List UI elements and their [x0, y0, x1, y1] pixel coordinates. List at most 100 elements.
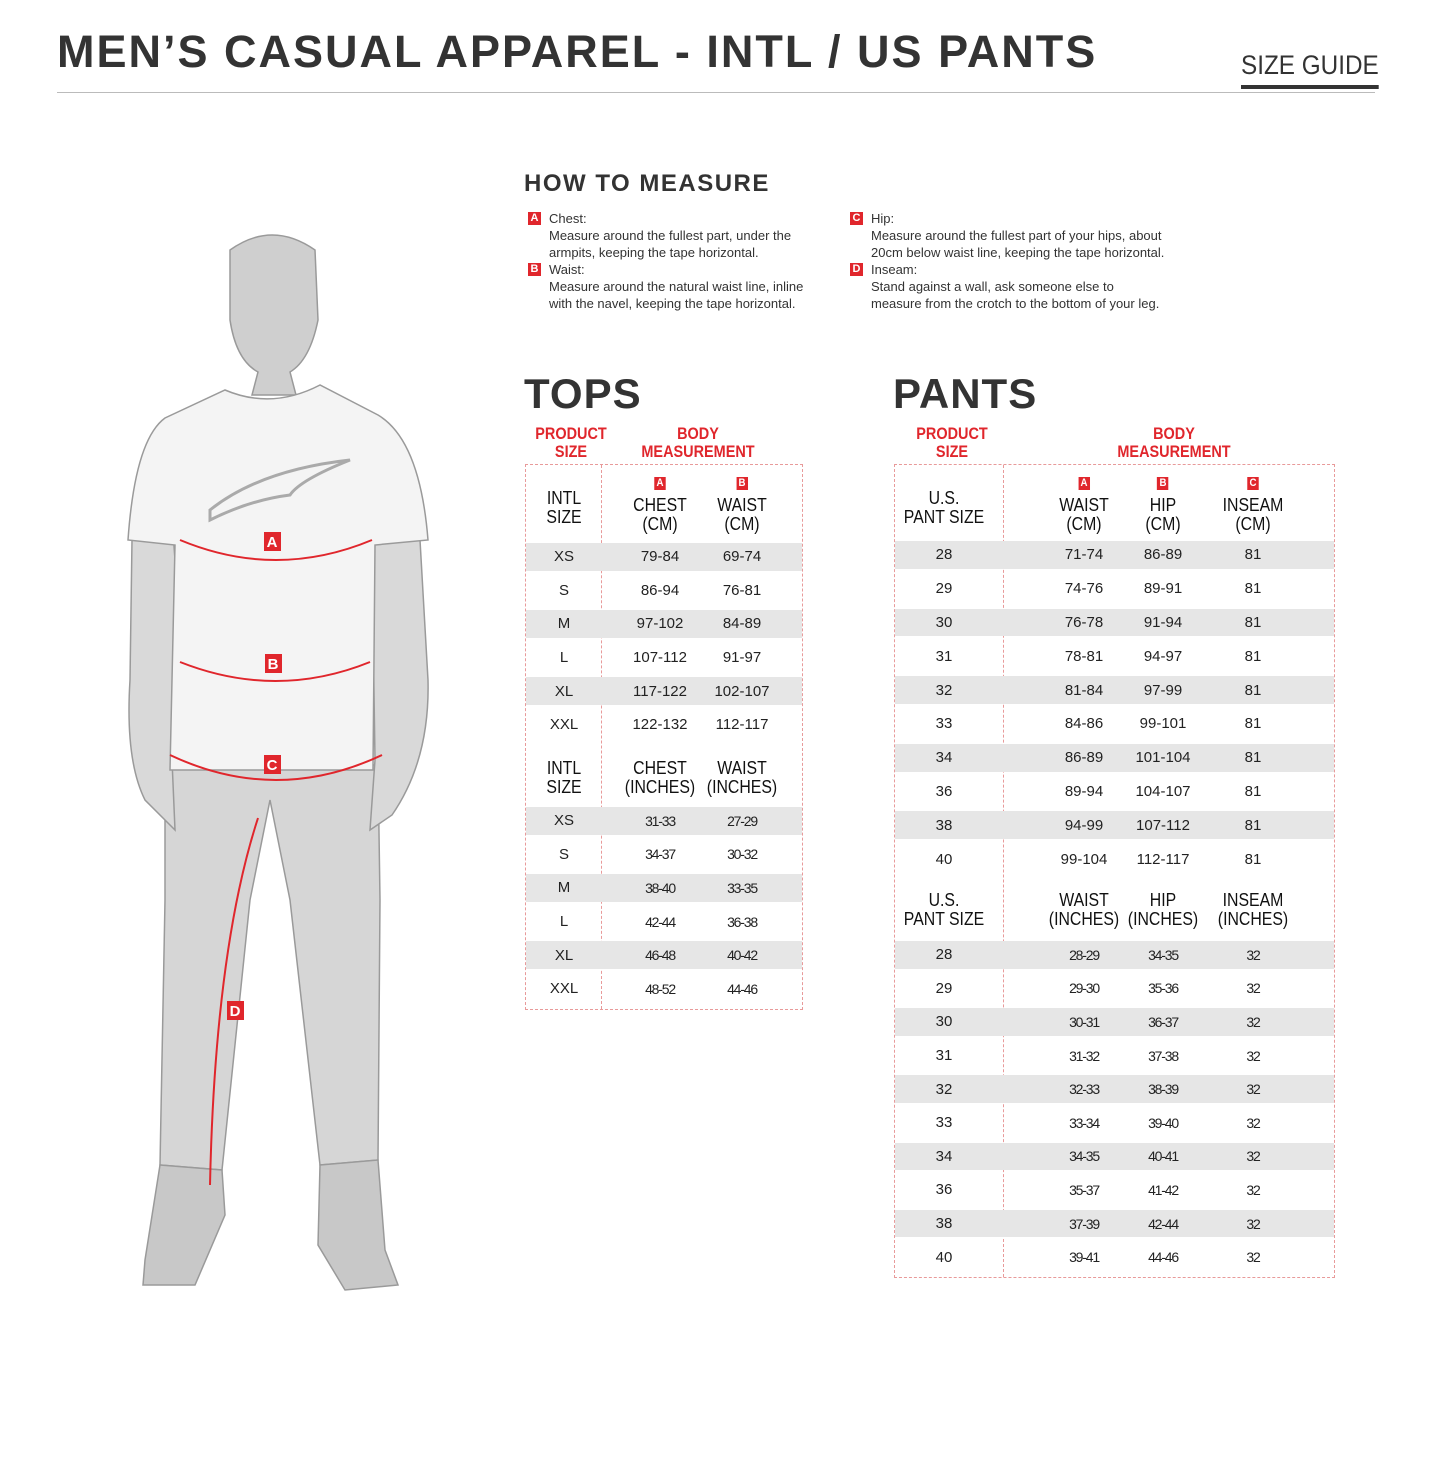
table-cell: 104-107: [1135, 782, 1191, 800]
table-cell: 84-86: [1064, 715, 1104, 733]
header-line: INTL: [546, 758, 582, 778]
table-cell: 34: [935, 1147, 953, 1165]
table-row: 34 34-35 40-41 32: [895, 1142, 1334, 1171]
column-header: INTL SIZE: [546, 489, 581, 527]
table-cell: 107-112: [633, 649, 687, 667]
table-cell: 33-34: [1069, 1114, 1100, 1131]
table-cell: 94-99: [1064, 816, 1104, 834]
table-cell: 30: [935, 613, 953, 631]
table-cell: 86-94: [640, 581, 680, 599]
table-cell: 40: [935, 1248, 953, 1266]
table-cell: 107-112: [1136, 816, 1190, 834]
table-row: 34 86-89 101-104 81: [895, 743, 1334, 772]
header-line: (INCHES): [706, 777, 778, 797]
table-row: M 38-40 33-35: [526, 874, 802, 902]
table-cell: 31-32: [1069, 1047, 1100, 1064]
tops-product-size-label: PRODUCT SIZE: [535, 424, 607, 461]
column-divider: [1003, 465, 1004, 1277]
measure-text: Measure around the fullest part of your …: [871, 228, 1165, 260]
header-line: WAIST: [717, 495, 767, 515]
table-cell: 76-78: [1064, 613, 1104, 631]
table-cell: 40: [935, 850, 953, 868]
table-cell: 81: [1244, 681, 1262, 699]
column-header: INSEAM (INCHES): [1218, 891, 1288, 929]
table-cell: L: [559, 649, 569, 667]
column-header: C INSEAM (CM): [1223, 471, 1283, 534]
measure-item-waist: B Waist: Measure around the natural waist …: [525, 261, 825, 312]
table-cell: 91-94: [1143, 613, 1183, 631]
pants-title: PANTS: [893, 370, 1038, 417]
column-header: INTL SIZE: [546, 759, 581, 797]
table-cell: 81: [1244, 647, 1262, 665]
header-line: (CM): [642, 514, 678, 534]
header-line: CHEST: [633, 495, 687, 515]
table-row: 29 74-76 89-91 81: [895, 575, 1334, 603]
table-cell: 37-38: [1148, 1047, 1179, 1064]
header-line: (CM): [1235, 514, 1271, 534]
column-header: A CHEST (CM): [633, 471, 687, 534]
table-row: S 34-37 30-32: [526, 841, 802, 869]
table-cell: 102-107: [714, 682, 770, 700]
table-cell: 76-81: [722, 581, 762, 599]
table-cell: 38: [935, 1215, 953, 1233]
table-cell: XXL: [549, 716, 579, 734]
how-to-measure-title: HOW TO MEASURE: [524, 170, 770, 197]
measure-item-hip: C Hip: Measure around the fullest part of …: [847, 210, 1167, 261]
header-line: (INCHES): [624, 777, 696, 797]
table-cell: 32: [1246, 1249, 1260, 1266]
measure-label: Hip:: [871, 211, 895, 226]
table-cell: 81-84: [1064, 681, 1104, 699]
pants-product-size-label: PRODUCT SIZE: [916, 424, 988, 461]
table-row: 33 33-34 39-40 32: [895, 1109, 1334, 1137]
header-line: HIP: [1149, 890, 1177, 910]
measure-item-chest: A Chest: Measure around the fullest part, …: [525, 210, 825, 261]
table-cell: XS: [553, 812, 575, 830]
column-header: HIP (INCHES): [1128, 891, 1198, 929]
table-cell: XXL: [549, 980, 579, 998]
table-cell: 122-132: [632, 716, 688, 734]
table-cell: 44-46: [1148, 1249, 1179, 1266]
measure-label: Inseam:: [871, 262, 918, 277]
table-row: 38 37-39 42-44 32: [895, 1209, 1334, 1238]
header-line: PANT SIZE: [903, 909, 985, 929]
table-row: 28 28-29 34-35 32: [895, 941, 1334, 969]
measure-text: Stand against a wall, ask someone else t…: [871, 279, 1160, 311]
table-row: 28 71-74 86-89 81: [895, 541, 1334, 569]
tag-a-icon: A: [528, 212, 541, 225]
header-line: U.S.: [928, 488, 960, 508]
table-cell: 81: [1244, 749, 1262, 767]
table-cell: 35-36: [1148, 980, 1179, 997]
table-cell: S: [558, 845, 570, 863]
table-row: L 42-44 36-38: [526, 908, 802, 936]
measure-text: Measure around the natural waist line, i…: [549, 279, 804, 311]
table-cell: 74-76: [1064, 580, 1104, 598]
table-cell: 81: [1244, 613, 1262, 631]
column-divider: [601, 465, 602, 1009]
table-cell: 41-42: [1148, 1181, 1179, 1198]
table-row: 30 30-31 36-37 32: [895, 1008, 1334, 1036]
header-line: (INCHES): [1127, 909, 1199, 929]
table-cell: 34: [935, 749, 953, 767]
size-guide-label: SIZE GUIDE: [1241, 50, 1379, 89]
table-cell: 32: [1246, 1114, 1260, 1131]
table-cell: 34-35: [1069, 1148, 1100, 1165]
column-header: B HIP (CM): [1145, 471, 1181, 534]
table-cell: 34-37: [645, 846, 676, 863]
table-cell: 42-44: [1148, 1215, 1179, 1232]
column-header: A WAIST (CM): [1059, 471, 1109, 534]
tag-b-icon: B: [1157, 477, 1169, 490]
table-row: 36 89-94 104-107 81: [895, 778, 1334, 806]
table-cell: 99-101: [1139, 715, 1187, 733]
header-line: INTL: [546, 488, 582, 508]
table-row: XL 117-122 102-107: [526, 677, 802, 705]
table-cell: 29: [935, 979, 953, 997]
table-cell: 32: [1246, 980, 1260, 997]
column-header: WAIST (INCHES): [707, 759, 777, 797]
measure-label: Chest:: [549, 211, 587, 226]
table-cell: 32-33: [1069, 1081, 1100, 1098]
table-cell: 69-74: [722, 548, 762, 566]
tops-body-measurement-label: BODY MEASUREMENT: [641, 424, 755, 461]
table-row: 31 31-32 37-38 32: [895, 1042, 1334, 1070]
table-cell: S: [558, 581, 570, 599]
table-cell: 33: [935, 715, 953, 733]
